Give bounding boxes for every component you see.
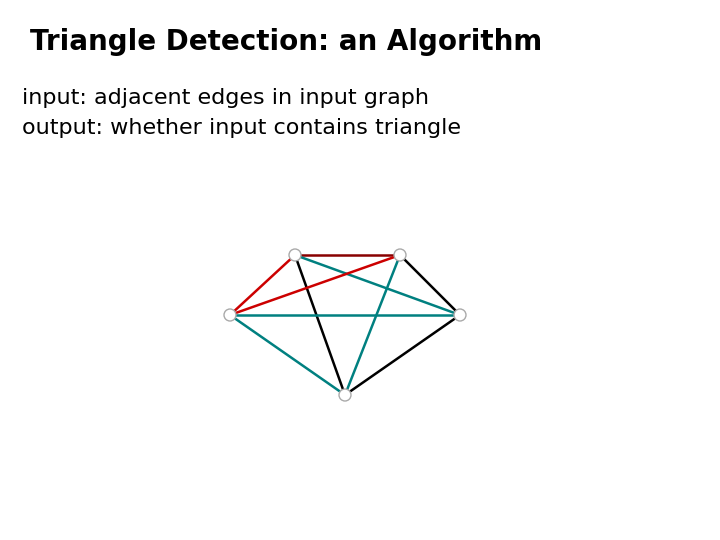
- Circle shape: [394, 249, 406, 261]
- Circle shape: [289, 249, 301, 261]
- Circle shape: [454, 309, 466, 321]
- Text: input: adjacent edges in input graph: input: adjacent edges in input graph: [22, 88, 429, 108]
- Text: output: whether input contains triangle: output: whether input contains triangle: [22, 118, 461, 138]
- Text: Triangle Detection: an Algorithm: Triangle Detection: an Algorithm: [30, 28, 542, 56]
- Circle shape: [224, 309, 236, 321]
- Circle shape: [339, 389, 351, 401]
